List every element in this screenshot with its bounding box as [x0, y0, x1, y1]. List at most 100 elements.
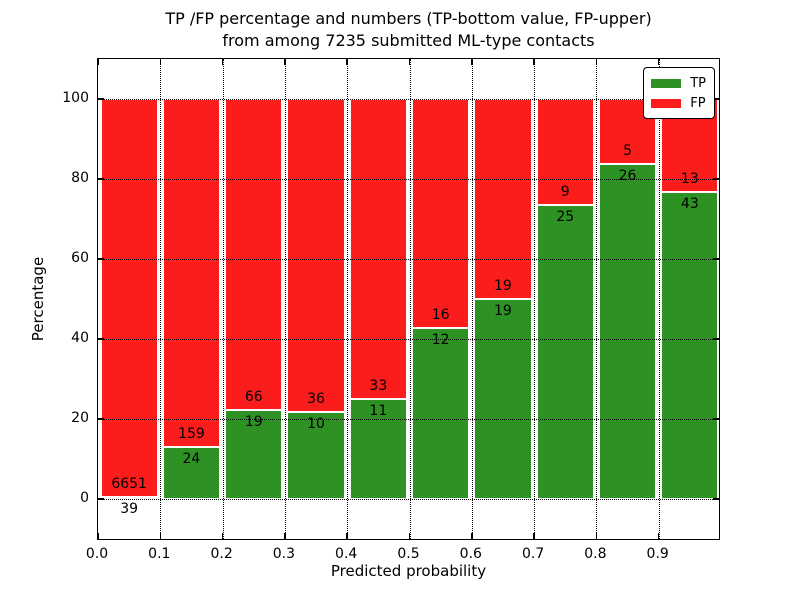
- x-tick-mark: [97, 533, 99, 539]
- x-tick-mark: [159, 533, 162, 539]
- x-tick-label: 0.8: [584, 546, 607, 562]
- x-tick-mark: [408, 59, 411, 65]
- x-tick-mark: [533, 533, 535, 539]
- legend-label-tp: TP: [690, 75, 706, 91]
- bar-tp-segment: [287, 412, 345, 499]
- bar-tp-segment: [474, 299, 532, 499]
- h-gridline: [98, 99, 719, 100]
- bar-fp-segment: [287, 99, 345, 413]
- plot-area: 6651 39 159 24 66 19 36 10 33 11 16 12 19 19 9 25 5 26 13 4…: [97, 58, 720, 540]
- bar-fp-segment: [536, 99, 594, 205]
- tp-count-label: 10: [307, 416, 325, 433]
- h-gridline: [98, 419, 719, 420]
- x-tick-mark: [595, 533, 598, 539]
- bar-value-labels-layer: 6651 39 159 24 66 19 36 10 33 11 16 12 19 19 9 25 5 26 13 4…: [98, 59, 719, 539]
- x-axis-label: Predicted probability: [330, 562, 487, 580]
- tp-count-label: 12: [431, 331, 450, 348]
- tp-count-label: 43: [680, 195, 699, 212]
- y-tick-mark: [713, 178, 719, 180]
- x-tick-mark: [533, 59, 535, 65]
- x-tick-mark: [346, 59, 348, 65]
- bar-fp-segment: [225, 99, 283, 410]
- x-tick-label: 0.4: [335, 546, 358, 562]
- legend-item-tp: TP: [651, 73, 706, 93]
- x-tick-label: 0.5: [397, 546, 420, 562]
- x-tick-mark: [657, 533, 660, 539]
- h-gridline: [98, 259, 719, 260]
- fp-count-label: 19: [494, 278, 512, 294]
- v-gridline: [596, 59, 598, 539]
- x-tick-mark: [408, 533, 411, 539]
- tp-count-label: 19: [494, 303, 512, 319]
- x-tick-mark: [221, 59, 224, 65]
- h-gridline: [98, 499, 719, 500]
- bars-layer: [98, 59, 719, 539]
- fp-count-label: 36: [307, 391, 325, 408]
- x-tick-mark: [346, 533, 348, 539]
- y-tick-mark: [713, 418, 719, 420]
- x-tick-mark: [284, 59, 286, 65]
- y-tick-label: 40: [71, 330, 89, 346]
- x-tick-mark: [471, 59, 473, 65]
- y-tick-mark: [713, 338, 719, 340]
- bar-tp-segment: [598, 163, 657, 499]
- x-tick-label: 0.3: [272, 546, 296, 562]
- bar-tp-segment: [100, 496, 158, 499]
- fp-count-label: 13: [680, 170, 699, 187]
- chart-title: TP /FP percentage and numbers (TP-bottom…: [97, 8, 720, 52]
- legend-item-fp: FP: [651, 93, 706, 113]
- fp-count-label: 9: [560, 183, 570, 200]
- x-tick-mark: [159, 59, 162, 65]
- tp-count-label: 25: [556, 208, 575, 225]
- tp-count-label: 39: [120, 500, 139, 517]
- bar-tp-segment: [412, 327, 470, 499]
- legend: TP FP: [643, 67, 715, 119]
- bar-tp-segment: [225, 409, 283, 499]
- x-tick-label: 0.1: [148, 546, 171, 562]
- x-tick-label: 0.2: [210, 546, 233, 562]
- y-tick-label: 60: [71, 250, 89, 266]
- v-gridline: [222, 59, 224, 539]
- bar-fp-segment: [100, 99, 158, 497]
- chart-title-line1: TP /FP percentage and numbers (TP-bottom…: [165, 9, 652, 28]
- v-gridline: [409, 59, 411, 539]
- x-tick-label: 0.9: [646, 546, 669, 562]
- chart-title-line2: from among 7235 submitted ML-type contac…: [222, 31, 595, 50]
- tp-count-label: 11: [369, 403, 388, 419]
- fp-count-label: 6651: [111, 475, 147, 492]
- y-tick-mark: [98, 98, 104, 100]
- bar-tp-segment: [162, 446, 221, 499]
- x-tick-label: 0.7: [521, 546, 545, 562]
- bar-fp-segment: [162, 99, 221, 447]
- bar-tp-segment: [536, 204, 594, 499]
- v-gridline: [284, 59, 286, 539]
- bar-tp-segment: [349, 399, 407, 499]
- legend-swatch-fp-icon: [651, 98, 682, 108]
- h-gridline: [98, 339, 719, 340]
- fp-count-label: 33: [369, 378, 388, 394]
- tp-count-label: 19: [244, 413, 263, 430]
- h-gridline: [98, 179, 719, 180]
- x-tick-mark: [657, 59, 660, 65]
- x-tick-label: 0.0: [85, 546, 109, 562]
- bar-fp-segment: [349, 99, 407, 399]
- v-gridline: [534, 59, 536, 539]
- y-tick-mark: [98, 498, 104, 500]
- v-gridline: [160, 59, 162, 539]
- tp-count-label: 26: [618, 167, 637, 184]
- y-tick-mark: [98, 178, 104, 180]
- y-tick-mark: [713, 258, 719, 260]
- v-gridline: [471, 59, 473, 539]
- tick-marks-layer: [97, 59, 719, 539]
- y-tick-label: 100: [62, 90, 89, 106]
- grid-layer: [98, 59, 719, 539]
- y-tick-mark: [98, 418, 104, 420]
- x-tick-mark: [221, 533, 224, 539]
- y-tick-label: 80: [71, 170, 89, 186]
- fp-count-label: 16: [431, 306, 450, 323]
- y-tick-label: 0: [80, 490, 89, 506]
- y-tick-mark: [713, 498, 719, 500]
- y-tick-mark: [98, 338, 104, 340]
- fp-count-label: 66: [244, 388, 263, 405]
